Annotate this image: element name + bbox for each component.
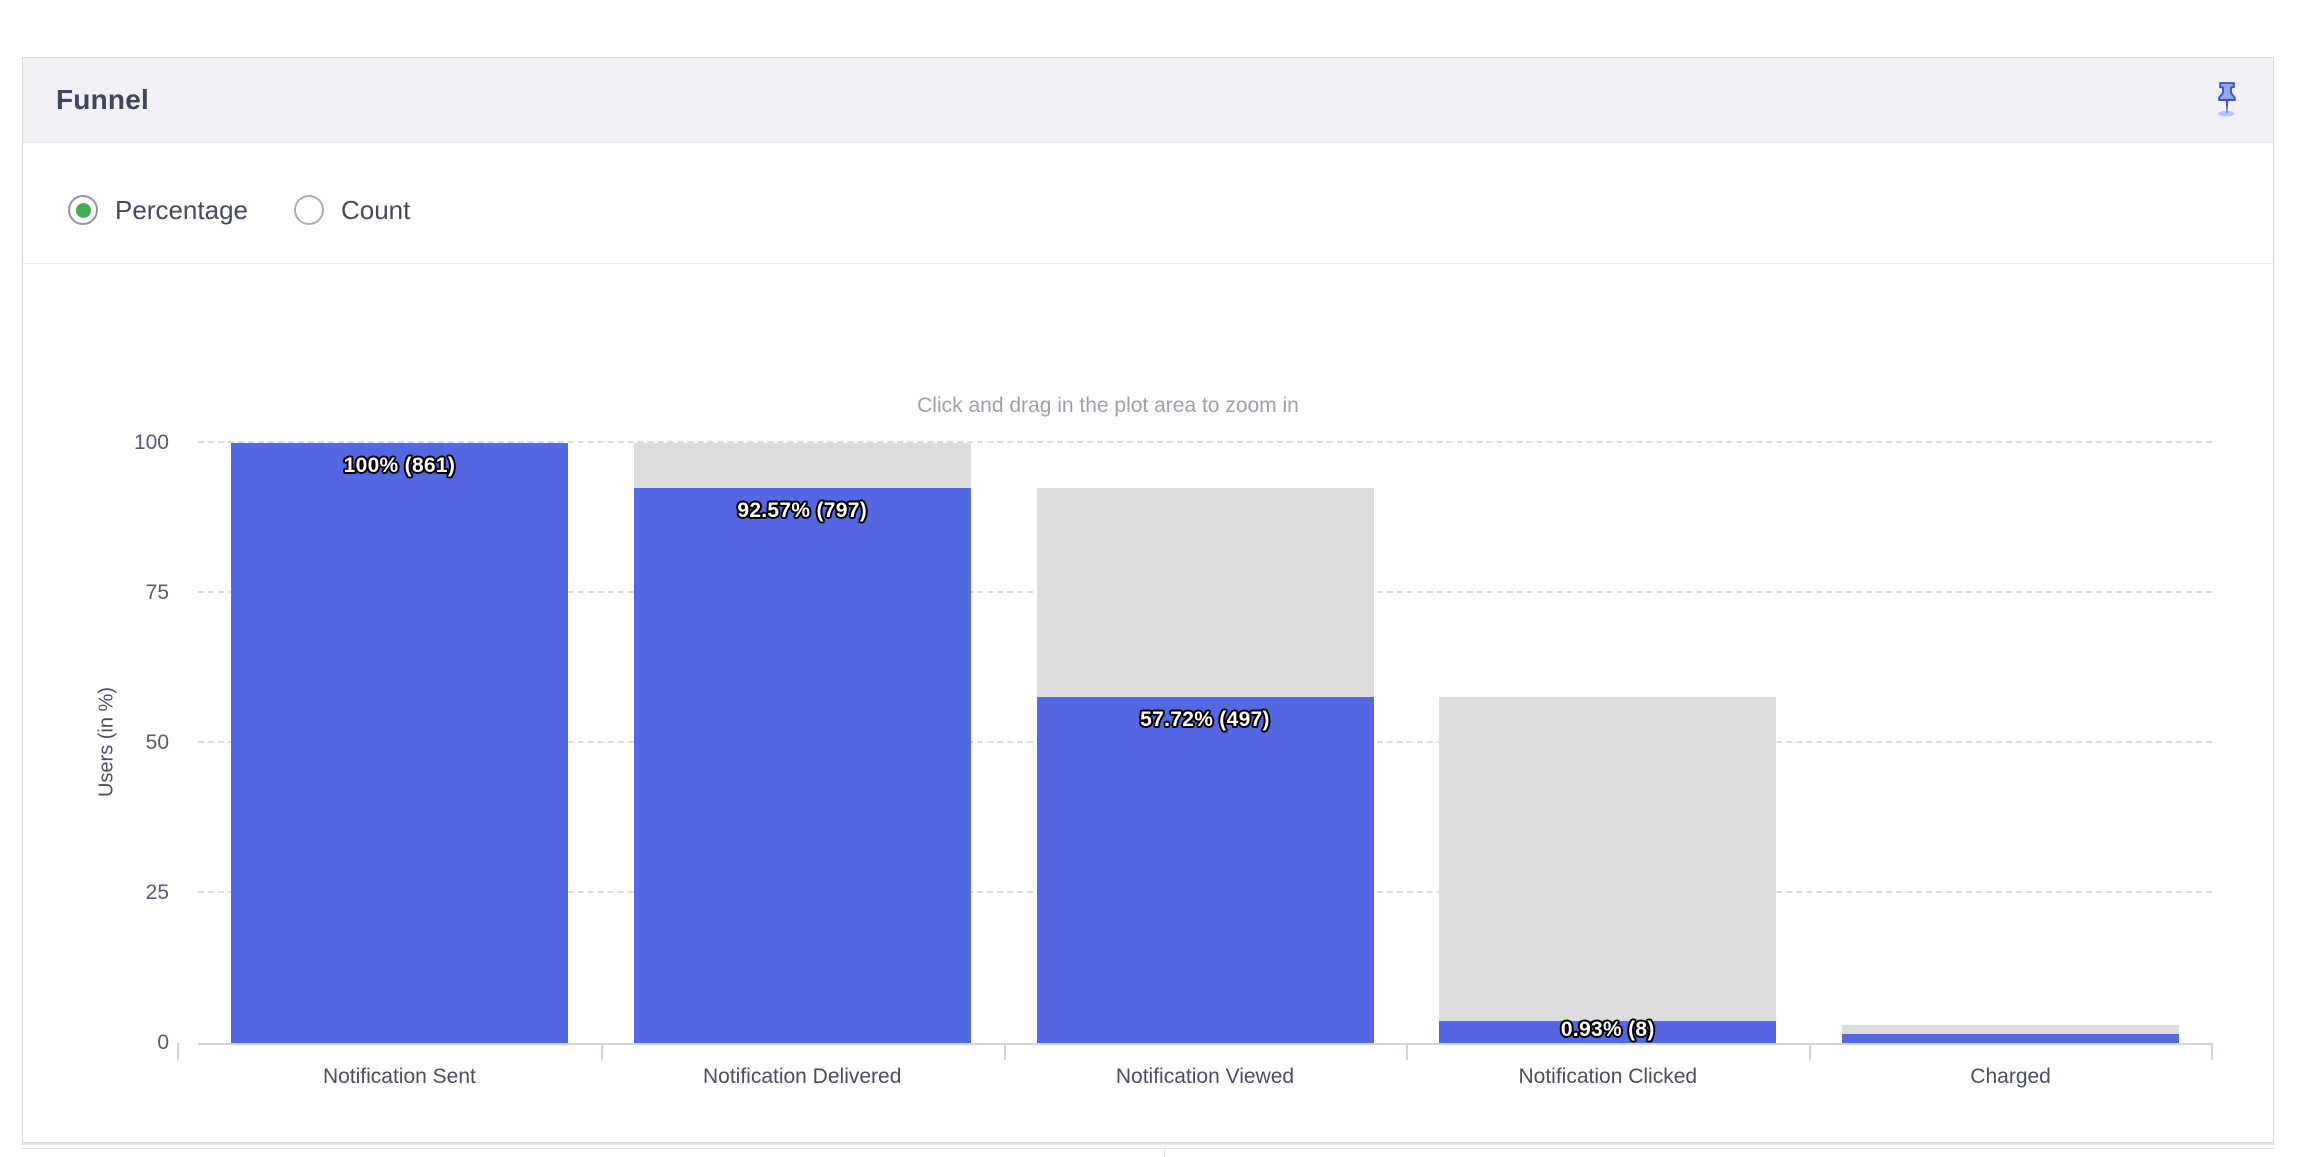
x-axis-tick-0 (177, 1043, 179, 1060)
x-axis-tick-1 (600, 1043, 603, 1060)
funnel-ghost-notification-clicked (1439, 696, 1777, 1043)
x-axis-tick-5 (2211, 1043, 2213, 1060)
funnel-bar-charged[interactable] (1842, 1034, 2180, 1043)
funnel-widget-card: Funnel Percentage Count C (22, 57, 2274, 1143)
y-tick-label-0: 0 (157, 1031, 169, 1054)
card-header: Funnel (23, 58, 2273, 143)
view-toggle-group: Percentage Count (23, 143, 2273, 264)
y-tick-label-100: 100 (133, 431, 169, 454)
funnel-bar-notification-sent[interactable] (230, 443, 568, 1043)
radio-label-count: Count (340, 194, 411, 225)
funnel-bar-notification-viewed[interactable] (1036, 696, 1374, 1043)
next-row-panels (22, 1148, 2274, 1157)
funnel-bar-notification-clicked[interactable] (1439, 1021, 1777, 1043)
funnel-bar-label-notification-sent: 100% (861) (343, 454, 456, 477)
radio-unselected-icon[interactable] (293, 195, 324, 225)
pushpin-icon (2218, 82, 2236, 117)
funnel-bar-label-notification-delivered: 92.57% (797) (737, 498, 868, 522)
x-category-label-notification-clicked: Notification Clicked (1518, 1065, 1698, 1088)
plot-area[interactable]: 100% (861) 92.57% (797) 57.72% (497) 0.93% … (177, 441, 2213, 1060)
x-category-label-notification-sent: Notification Sent (322, 1065, 476, 1088)
x-axis-category-labels: Notification Sent Notification Delivered N… (198, 1064, 2212, 1104)
pin-button[interactable] (2205, 78, 2249, 122)
radio-option-percentage[interactable]: Percentage (68, 195, 248, 226)
x-axis-line (198, 1043, 2212, 1045)
radio-dot (75, 202, 91, 218)
y-axis-tick-labels: 0 25 50 75 100 (23, 431, 169, 1054)
funnel-bar-label-notification-clicked: 0.93% (8) (1560, 1018, 1655, 1041)
x-axis-tick-2 (1003, 1043, 1006, 1060)
panel-divider (1164, 1149, 1165, 1157)
funnel-bar-notification-delivered[interactable] (633, 487, 971, 1043)
y-tick-label-75: 75 (145, 581, 169, 604)
zoom-hint-text: Click and drag in the plot area to zoom … (917, 394, 1299, 417)
x-axis-tick-3 (1406, 1043, 1409, 1060)
funnel-bar-label-notification-viewed: 57.72% (497) (1140, 707, 1270, 731)
radio-option-count[interactable]: Count (293, 194, 411, 226)
radio-selected-icon[interactable] (68, 195, 98, 225)
x-category-label-notification-viewed: Notification Viewed (1115, 1065, 1295, 1088)
funnel-chart: Click and drag in the plot area to zoom … (23, 58, 2273, 1142)
radio-label-percentage: Percentage (115, 194, 248, 225)
y-tick-label-50: 50 (145, 731, 169, 754)
x-category-label-notification-delivered: Notification Delivered (702, 1065, 902, 1088)
grid-line-100 (198, 441, 2212, 443)
x-axis-tick-4 (1809, 1043, 1812, 1060)
x-category-label-charged: Charged (1970, 1065, 2051, 1088)
y-tick-label-25: 25 (145, 881, 169, 904)
card-title: Funnel (56, 84, 149, 115)
